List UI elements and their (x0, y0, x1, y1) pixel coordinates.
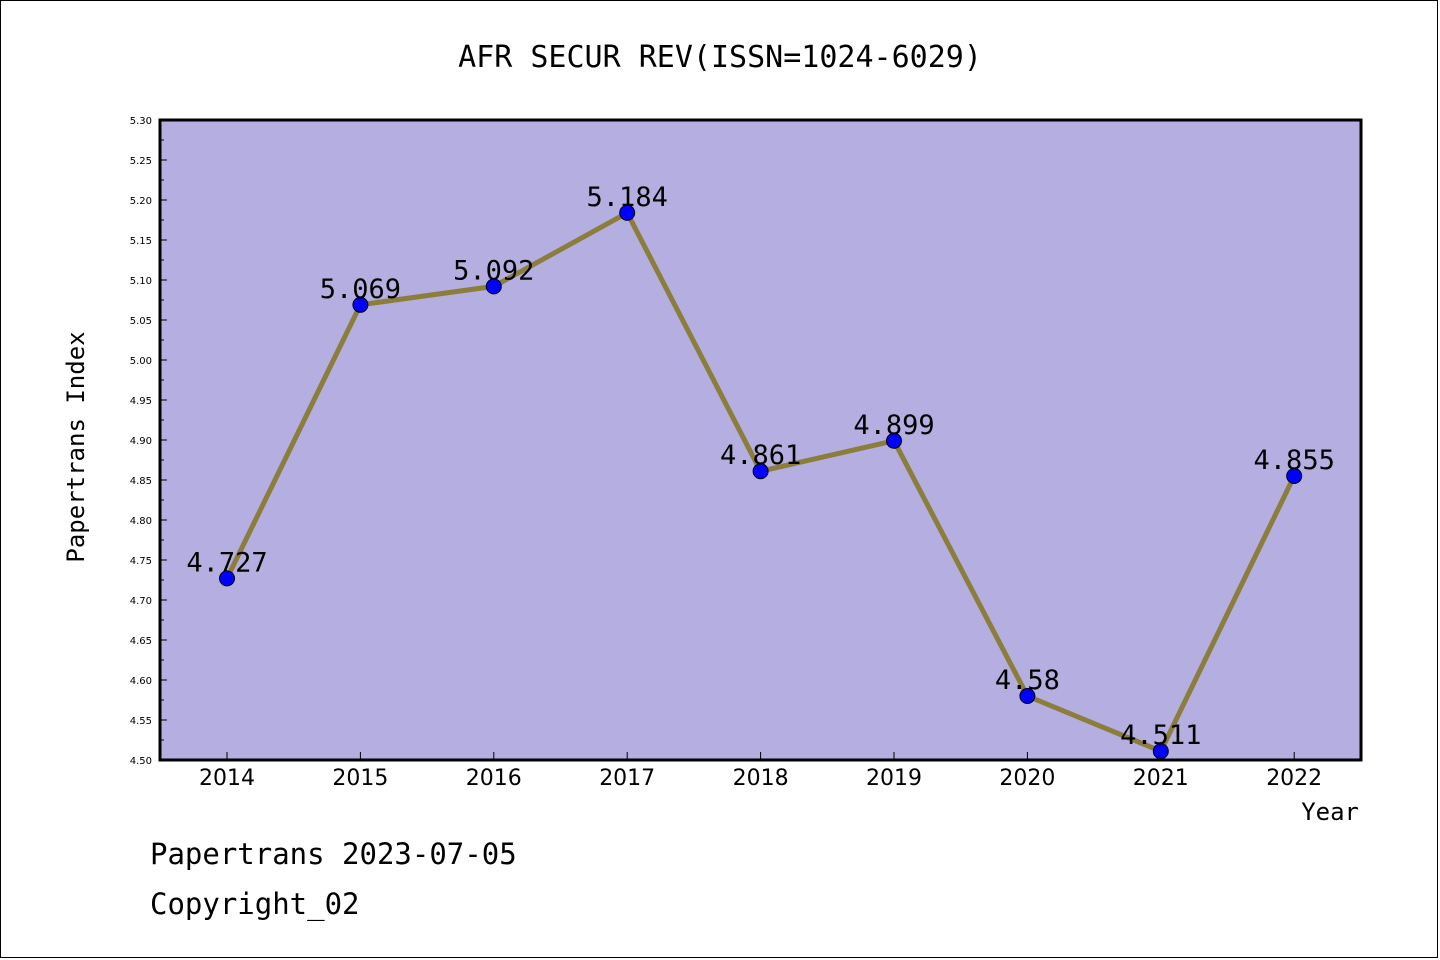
y-axis: 4.50 4.55 4.60 4.65 4.70 4.75 4.80 4.85 4.90 4.95… (130, 116, 167, 767)
footer-copyright: Copyright_02 (150, 887, 360, 922)
plot-area (158, 118, 1363, 762)
y-tick-label: 5.15 (130, 236, 152, 247)
y-tick-label: 5.00 (130, 356, 152, 367)
series-layer (219, 204, 1303, 760)
y-tick-label: 4.55 (130, 716, 152, 727)
chart-title: AFR SECUR REV(ISSN=1024-6029) (458, 40, 982, 75)
x-tick-label: 2016 (466, 766, 522, 791)
y-tick-label: 5.10 (130, 276, 152, 287)
y-tick-label: 4.80 (130, 516, 152, 527)
data-point (619, 204, 636, 221)
data-label: 5.092 (453, 255, 534, 286)
x-tick-label: 2020 (999, 766, 1055, 791)
data-point (219, 570, 235, 587)
x-tick-label: 2014 (199, 766, 255, 791)
data-label: 5.184 (587, 182, 668, 213)
data-label: 4.727 (186, 547, 267, 578)
y-tick-label: 5.20 (130, 196, 152, 207)
x-axis-title: Year (1301, 798, 1359, 826)
y-tick-label: 4.95 (130, 396, 152, 407)
y-tick-label: 4.60 (130, 676, 152, 687)
data-point (1152, 743, 1169, 760)
y-tick-label: 4.85 (130, 476, 152, 487)
data-point (352, 296, 369, 313)
data-label: 5.069 (320, 274, 401, 305)
y-tick-label: 5.25 (130, 156, 152, 167)
x-axis: 2014 2015 2016 2017 2018 2019 2020 2021 2022 (199, 752, 1322, 791)
data-point (1019, 688, 1036, 704)
data-label: 4.58 (995, 665, 1060, 696)
footer-date: Papertrans 2023-07-05 (150, 837, 517, 871)
data-label: 4.861 (720, 440, 801, 471)
data-point (886, 432, 902, 449)
y-tick-label: 4.65 (130, 636, 152, 647)
x-tick-label: 2022 (1266, 766, 1322, 791)
data-point (485, 278, 502, 295)
y-axis-title: Papertrans Index (62, 331, 90, 562)
data-label: 4.511 (1120, 720, 1201, 751)
y-tick-label: 4.90 (130, 436, 152, 447)
y-tick-label: 4.70 (130, 596, 152, 607)
data-label: 4.899 (853, 410, 934, 441)
x-tick-label: 2021 (1133, 766, 1189, 791)
y-tick-label: 5.30 (130, 116, 152, 127)
data-point (752, 463, 769, 480)
data-labels: 4.727 5.069 5.092 5.184 4.861 4.899 4.58 4.511 4… (186, 182, 1334, 751)
data-label: 4.855 (1254, 445, 1335, 476)
y-tick-label: 4.50 (130, 756, 152, 767)
x-tick-label: 2019 (866, 766, 922, 791)
y-tick-label: 5.05 (130, 316, 152, 327)
x-tick-label: 2017 (599, 766, 655, 791)
x-tick-label: 2015 (332, 766, 388, 791)
y-tick-label: 4.75 (130, 556, 152, 567)
data-point (1286, 468, 1303, 484)
x-tick-label: 2018 (733, 766, 789, 791)
